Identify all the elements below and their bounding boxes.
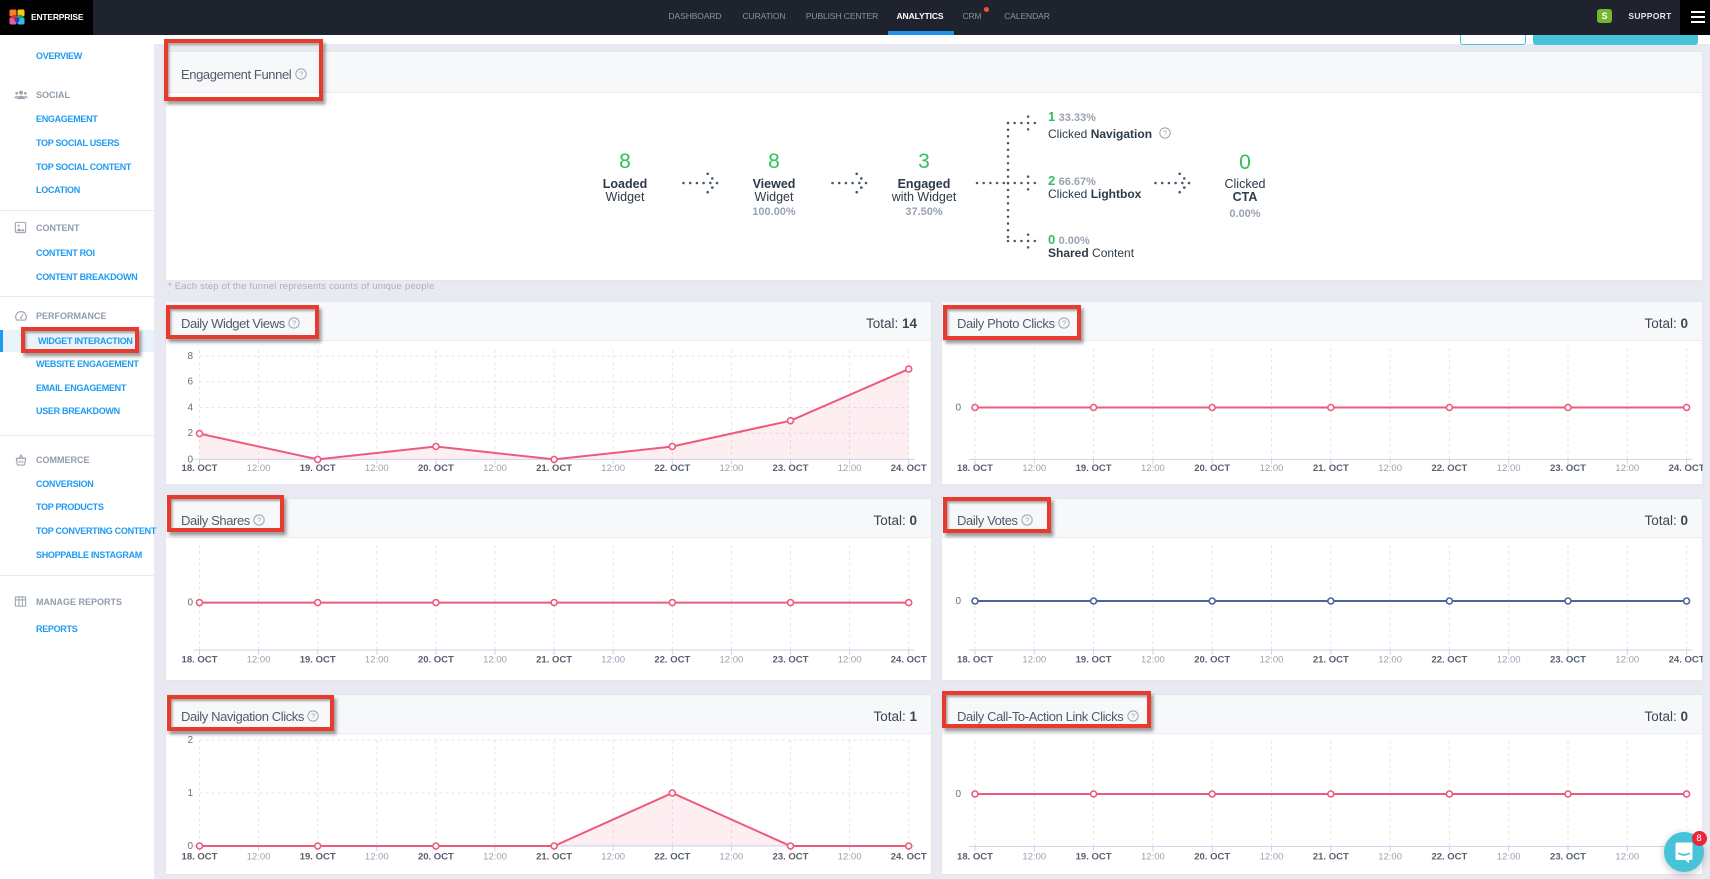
- svg-text:4: 4: [187, 403, 193, 414]
- svg-text:12:00: 12:00: [365, 655, 389, 666]
- svg-text:0: 0: [187, 454, 193, 465]
- svg-text:?: ?: [292, 319, 296, 328]
- svg-text:22. OCT: 22. OCT: [1431, 852, 1467, 863]
- svg-text:21. OCT: 21. OCT: [536, 463, 572, 474]
- svg-text:22. OCT: 22. OCT: [654, 463, 690, 474]
- svg-text:23. OCT: 23. OCT: [1550, 655, 1586, 666]
- svg-text:12:00: 12:00: [1022, 655, 1046, 666]
- svg-text:12:00: 12:00: [1141, 852, 1165, 863]
- svg-text:12:00: 12:00: [1497, 655, 1521, 666]
- svg-text:?: ?: [311, 712, 315, 721]
- svg-text:19. OCT: 19. OCT: [300, 655, 336, 666]
- svg-text:19. OCT: 19. OCT: [1076, 852, 1112, 863]
- svg-text:24. OCT: 24. OCT: [891, 852, 927, 863]
- svg-text:12:00: 12:00: [1378, 655, 1402, 666]
- svg-text:?: ?: [257, 516, 261, 525]
- svg-text:20. OCT: 20. OCT: [418, 852, 454, 863]
- svg-text:24. OCT: 24. OCT: [1669, 463, 1703, 474]
- svg-text:6: 6: [187, 377, 193, 388]
- svg-text:21. OCT: 21. OCT: [1313, 655, 1349, 666]
- svg-text:18. OCT: 18. OCT: [182, 852, 218, 863]
- svg-text:0: 0: [955, 789, 961, 800]
- svg-text:18. OCT: 18. OCT: [182, 655, 218, 666]
- svg-text:12:00: 12:00: [247, 463, 271, 474]
- svg-text:12:00: 12:00: [1260, 463, 1284, 474]
- svg-text:21. OCT: 21. OCT: [536, 852, 572, 863]
- svg-text:2: 2: [187, 428, 193, 439]
- svg-text:8: 8: [187, 351, 193, 362]
- svg-text:12:00: 12:00: [838, 852, 862, 863]
- svg-text:12:00: 12:00: [601, 463, 625, 474]
- svg-text:?: ?: [1025, 516, 1029, 525]
- svg-text:21. OCT: 21. OCT: [1313, 852, 1349, 863]
- svg-text:23. OCT: 23. OCT: [773, 463, 809, 474]
- svg-text:12:00: 12:00: [1378, 852, 1402, 863]
- svg-text:12:00: 12:00: [247, 852, 271, 863]
- svg-text:12:00: 12:00: [1141, 463, 1165, 474]
- svg-text:12:00: 12:00: [483, 463, 507, 474]
- svg-text:12:00: 12:00: [1497, 463, 1521, 474]
- svg-text:22. OCT: 22. OCT: [654, 655, 690, 666]
- svg-text:24. OCT: 24. OCT: [891, 655, 927, 666]
- svg-text:12:00: 12:00: [365, 852, 389, 863]
- svg-text:12:00: 12:00: [601, 852, 625, 863]
- svg-text:12:00: 12:00: [483, 852, 507, 863]
- svg-text:0: 0: [187, 841, 193, 852]
- svg-text:12:00: 12:00: [720, 463, 744, 474]
- svg-text:12:00: 12:00: [365, 463, 389, 474]
- svg-text:2: 2: [187, 735, 193, 746]
- svg-text:20. OCT: 20. OCT: [1194, 655, 1230, 666]
- svg-text:12:00: 12:00: [1141, 655, 1165, 666]
- svg-text:12:00: 12:00: [1260, 655, 1284, 666]
- svg-text:12:00: 12:00: [483, 655, 507, 666]
- svg-text:18. OCT: 18. OCT: [182, 463, 218, 474]
- svg-text:19. OCT: 19. OCT: [1076, 463, 1112, 474]
- svg-text:23. OCT: 23. OCT: [773, 852, 809, 863]
- svg-text:20. OCT: 20. OCT: [418, 463, 454, 474]
- svg-text:12:00: 12:00: [1497, 852, 1521, 863]
- svg-text:21. OCT: 21. OCT: [536, 655, 572, 666]
- svg-text:12:00: 12:00: [1615, 655, 1639, 666]
- svg-text:20. OCT: 20. OCT: [1194, 463, 1230, 474]
- svg-text:22. OCT: 22. OCT: [654, 852, 690, 863]
- svg-text:19. OCT: 19. OCT: [1076, 655, 1112, 666]
- svg-text:20. OCT: 20. OCT: [418, 655, 454, 666]
- svg-text:19. OCT: 19. OCT: [300, 852, 336, 863]
- svg-text:?: ?: [1131, 712, 1135, 721]
- svg-text:23. OCT: 23. OCT: [773, 655, 809, 666]
- svg-text:20. OCT: 20. OCT: [1194, 852, 1230, 863]
- svg-text:24. OCT: 24. OCT: [1669, 655, 1703, 666]
- svg-text:12:00: 12:00: [838, 655, 862, 666]
- svg-text:12:00: 12:00: [1260, 852, 1284, 863]
- svg-text:18. OCT: 18. OCT: [957, 852, 993, 863]
- svg-text:12:00: 12:00: [1022, 463, 1046, 474]
- svg-text:21. OCT: 21. OCT: [1313, 463, 1349, 474]
- svg-text:12:00: 12:00: [1615, 463, 1639, 474]
- svg-text:0: 0: [187, 598, 193, 609]
- svg-text:23. OCT: 23. OCT: [1550, 852, 1586, 863]
- svg-text:0: 0: [955, 403, 961, 414]
- svg-text:18. OCT: 18. OCT: [957, 463, 993, 474]
- svg-text:?: ?: [1163, 129, 1167, 138]
- svg-text:12:00: 12:00: [601, 655, 625, 666]
- svg-text:12:00: 12:00: [838, 463, 862, 474]
- svg-text:19. OCT: 19. OCT: [300, 463, 336, 474]
- svg-text:12:00: 12:00: [247, 655, 271, 666]
- svg-text:12:00: 12:00: [720, 852, 744, 863]
- svg-text:23. OCT: 23. OCT: [1550, 463, 1586, 474]
- svg-text:24. OCT: 24. OCT: [891, 463, 927, 474]
- svg-text:22. OCT: 22. OCT: [1431, 655, 1467, 666]
- svg-text:12:00: 12:00: [1615, 852, 1639, 863]
- svg-text:22. OCT: 22. OCT: [1431, 463, 1467, 474]
- svg-text:1: 1: [187, 788, 193, 799]
- svg-text:12:00: 12:00: [1378, 463, 1402, 474]
- svg-text:12:00: 12:00: [720, 655, 744, 666]
- svg-text:?: ?: [299, 70, 303, 79]
- svg-text:0: 0: [955, 596, 961, 607]
- svg-text:?: ?: [1062, 319, 1066, 328]
- svg-text:12:00: 12:00: [1022, 852, 1046, 863]
- svg-text:18. OCT: 18. OCT: [957, 655, 993, 666]
